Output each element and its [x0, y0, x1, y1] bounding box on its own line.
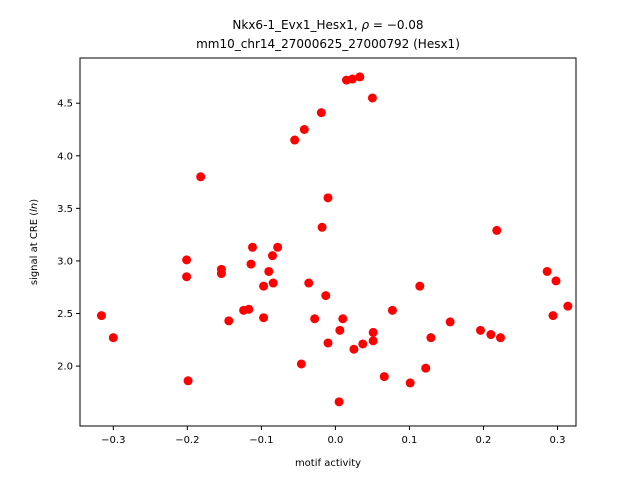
data-point	[96, 311, 106, 321]
chart-title-prefix: Nkx6-1_Evx1_Hesx1,	[232, 18, 361, 32]
data-point	[264, 266, 274, 276]
data-point	[548, 311, 558, 321]
data-point	[334, 397, 344, 407]
x-tick-label: 0.2	[476, 435, 492, 446]
data-point	[290, 135, 300, 145]
data-point	[421, 363, 431, 373]
data-point	[259, 313, 269, 323]
data-point	[224, 316, 234, 326]
data-point	[182, 272, 192, 282]
data-point	[321, 291, 331, 301]
data-point	[317, 222, 327, 232]
data-point	[108, 333, 118, 343]
data-point	[426, 333, 436, 343]
data-point	[367, 93, 377, 103]
x-tick-label: 0.3	[550, 435, 566, 446]
data-point	[379, 372, 389, 382]
data-point	[563, 301, 573, 311]
data-point	[244, 304, 254, 314]
data-point	[368, 336, 378, 346]
y-tick-label: 3.5	[57, 204, 73, 215]
x-tick-label: −0.3	[101, 435, 125, 446]
chart-title-line1: Nkx6-1_Evx1_Hesx1, ρ = −0.08	[232, 18, 423, 32]
data-point	[316, 108, 326, 118]
x-tick-label: −0.2	[175, 435, 199, 446]
y-tick-label: 2.0	[57, 362, 73, 373]
data-point	[387, 305, 397, 315]
data-point	[268, 278, 278, 288]
data-point	[296, 359, 306, 369]
y-tick-label: 4.0	[57, 151, 73, 162]
x-tick-label: −0.1	[249, 435, 273, 446]
data-point	[338, 314, 348, 324]
data-point	[216, 269, 226, 279]
data-point	[368, 327, 378, 337]
data-point	[551, 276, 561, 286]
data-point	[182, 255, 192, 265]
x-tick-label: 0.1	[401, 435, 417, 446]
chart-title-rho-symbol: ρ	[361, 18, 369, 32]
data-point	[323, 338, 333, 348]
x-axis-label: motif activity	[295, 458, 361, 469]
data-point	[476, 325, 485, 335]
data-point	[183, 376, 193, 386]
data-point	[349, 344, 359, 354]
data-point	[299, 125, 309, 134]
y-tick-label: 3.0	[57, 256, 73, 267]
y-tick-label: 4.5	[57, 99, 73, 110]
y-axis-ticks: 2.0 2.5 3.0 3.5 4.0 4.5	[57, 99, 80, 373]
data-point	[347, 74, 357, 84]
data-point	[196, 172, 206, 182]
chart-title-line2: mm10_chr14_27000625_27000792 (Hesx1)	[196, 37, 460, 51]
data-point	[355, 72, 365, 82]
data-point	[246, 259, 256, 269]
data-point	[495, 333, 505, 343]
axes-frame	[79, 57, 577, 427]
y-tick-label: 2.5	[57, 309, 73, 320]
data-point	[335, 325, 345, 335]
x-tick-label: 0.0	[327, 435, 343, 446]
data-point	[542, 266, 552, 276]
data-point	[310, 314, 320, 324]
plot-area	[96, 72, 573, 407]
data-point	[415, 281, 425, 291]
data-point	[273, 242, 283, 252]
data-point	[358, 339, 368, 349]
chart-title-rho-value: = −0.08	[369, 18, 423, 32]
data-point	[267, 251, 277, 261]
data-point	[405, 378, 415, 388]
data-point	[247, 242, 257, 252]
y-axis-label-prefix: signal at CRE (	[29, 212, 40, 285]
data-point	[259, 281, 269, 291]
x-axis-ticks: −0.3 −0.2 −0.1 0.0 0.1 0.2 0.3	[101, 426, 565, 446]
data-point	[323, 193, 333, 203]
data-point	[486, 330, 496, 340]
y-axis-label: signal at CRE (ln)	[29, 199, 40, 285]
data-point	[492, 225, 502, 235]
data-point	[445, 317, 455, 327]
data-point	[304, 278, 314, 288]
y-axis-label-suffix: )	[29, 199, 40, 203]
y-axis-label-italic: ln	[29, 203, 40, 212]
